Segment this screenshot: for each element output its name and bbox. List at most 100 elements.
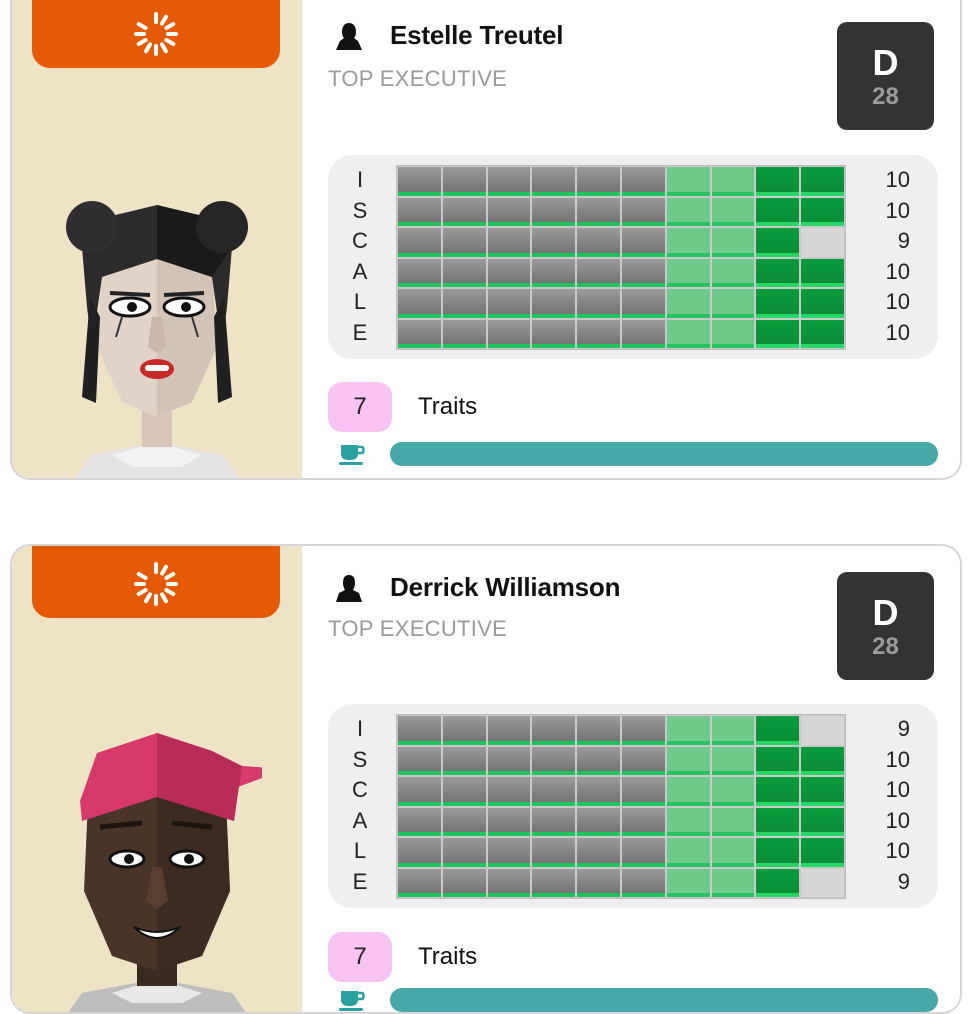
traits-label: Traits (418, 393, 478, 420)
scale-letter: I (356, 167, 364, 192)
scale-cell (711, 838, 755, 867)
scale-cell (801, 167, 844, 196)
scale-cell (398, 716, 441, 745)
scale-cell (711, 319, 755, 348)
scale-cell (487, 746, 531, 775)
scale-value: 10 (885, 807, 910, 833)
employee-role: TOP EXECUTIVE (328, 616, 508, 641)
grade-badge[interactable]: D 28 (837, 572, 934, 680)
grade-letter: D (872, 592, 899, 633)
scale-bar-row (397, 288, 845, 319)
scale-cell (666, 807, 710, 836)
scale-cell (756, 289, 800, 318)
iscale-bars (396, 714, 846, 899)
scale-cell (756, 838, 800, 867)
scale-cell (532, 228, 576, 257)
scale-cell (801, 716, 844, 745)
scale-cell (487, 807, 531, 836)
traits-count[interactable]: 7 (328, 932, 392, 982)
scale-letter: S (352, 746, 368, 772)
scale-cell (621, 258, 665, 287)
avatar (68, 733, 262, 1012)
scale-value: 10 (885, 838, 910, 863)
scale-cell (756, 167, 800, 196)
scale-cell (666, 319, 710, 348)
scale-letter: A (352, 807, 368, 833)
scale-cell (398, 258, 441, 287)
traits-row[interactable]: 7 Traits (328, 932, 477, 982)
scale-letter: C (352, 228, 368, 253)
scale-cell (577, 228, 620, 257)
scale-cell (577, 258, 620, 287)
status-tab[interactable] (32, 546, 280, 618)
scale-value: 10 (885, 319, 910, 345)
scale-cell (487, 319, 531, 348)
scale-cell (801, 319, 844, 348)
scale-cell (711, 197, 755, 226)
avatar (66, 201, 248, 478)
traits-row[interactable]: 7 Traits (328, 382, 477, 432)
scale-cell (666, 868, 710, 897)
scale-cell (666, 197, 710, 226)
scale-value: 10 (885, 777, 910, 802)
grade-number: 28 (872, 83, 899, 110)
scale-cell (532, 746, 576, 775)
scale-cell (487, 167, 531, 196)
scale-letter: I (356, 716, 364, 741)
scale-bar-row (397, 166, 845, 197)
scale-cell (442, 838, 486, 867)
scale-cell (487, 838, 531, 867)
status-tab[interactable] (32, 0, 280, 68)
scale-cell (487, 289, 531, 318)
scale-cell (398, 319, 441, 348)
coffee-cup-icon (339, 445, 365, 465)
scale-cell (801, 289, 844, 318)
scale-cell (801, 807, 844, 836)
scale-value: 9 (897, 716, 910, 741)
scale-cell (398, 228, 441, 257)
employee-card[interactable]: Derrick Williamson TOP EXECUTIVE D 28 I … (10, 544, 962, 1014)
iscale-letters: I S C A L E (350, 165, 370, 348)
scale-cell (621, 289, 665, 318)
scale-cell (756, 319, 800, 348)
scale-letter: E (352, 868, 368, 894)
scale-cell (532, 807, 576, 836)
iscale-panel: I S C A L E 9 10 10 10 10 9 (328, 704, 938, 908)
scale-cell (532, 838, 576, 867)
scale-cell (532, 716, 576, 745)
scale-cell (801, 777, 844, 806)
scale-value: 9 (897, 228, 910, 253)
scale-cell (801, 228, 844, 257)
traits-count[interactable]: 7 (328, 382, 392, 432)
energy-bar (390, 442, 938, 466)
scale-cell (487, 258, 531, 287)
scale-cell (666, 258, 710, 287)
scale-cell (442, 807, 486, 836)
scale-cell (711, 716, 755, 745)
scale-cell (442, 289, 486, 318)
iscale-panel: I S C A L E 10 10 9 10 10 10 (328, 155, 938, 359)
scale-letter: E (352, 319, 368, 345)
scale-cell (398, 868, 441, 897)
employee-card[interactable]: Estelle Treutel TOP EXECUTIVE D 28 I S C… (10, 0, 962, 480)
person-icon (336, 22, 362, 50)
scale-cell (666, 228, 710, 257)
name-row: Estelle Treutel (328, 20, 564, 51)
scale-cell (666, 838, 710, 867)
scale-cell (398, 777, 441, 806)
scale-cell (711, 777, 755, 806)
scale-value: 10 (885, 197, 910, 223)
scale-cell (666, 289, 710, 318)
scale-cell (532, 319, 576, 348)
scale-cell (442, 777, 486, 806)
scale-cell (621, 868, 665, 897)
scale-bar-row (397, 837, 845, 868)
traits-label: Traits (418, 943, 478, 970)
grade-badge[interactable]: D 28 (837, 22, 934, 130)
scale-bar-row (397, 776, 845, 807)
scale-bar-row (397, 197, 845, 228)
scale-cell (756, 777, 800, 806)
scale-cell (756, 228, 800, 257)
scale-cell (621, 716, 665, 745)
scale-cell (756, 807, 800, 836)
